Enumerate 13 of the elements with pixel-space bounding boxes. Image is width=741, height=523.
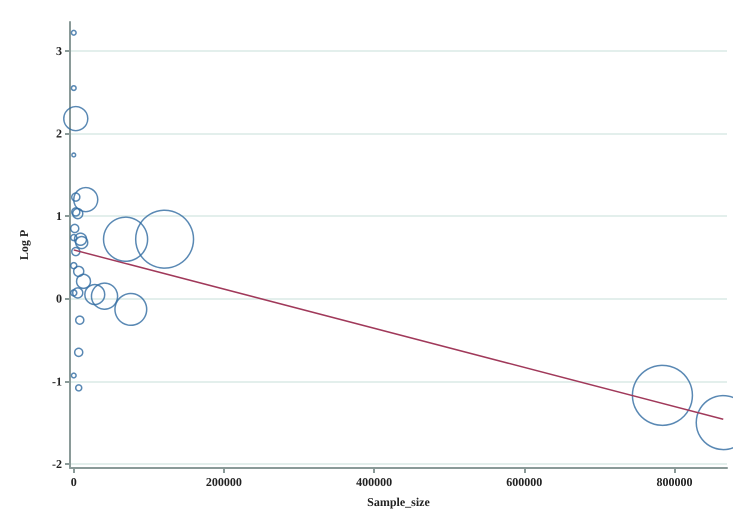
y-tick-label: -1 — [52, 374, 62, 388]
x-axis-title: Sample_size — [367, 495, 430, 509]
y-tick-label: 0 — [56, 292, 62, 306]
x-tick-label: 400000 — [356, 475, 392, 489]
x-tick-label: 600000 — [506, 475, 542, 489]
y-tick-label: 2 — [56, 126, 62, 140]
y-tick-label: -2 — [52, 456, 62, 471]
x-tick-label: 0 — [70, 475, 77, 489]
y-tick-label: 1 — [56, 209, 62, 224]
y-axis-title: Log P — [17, 230, 31, 260]
y-tick-label: 3 — [56, 44, 62, 58]
x-tick-label: 200000 — [206, 475, 242, 489]
x-tick-label: 800000 — [656, 475, 692, 489]
